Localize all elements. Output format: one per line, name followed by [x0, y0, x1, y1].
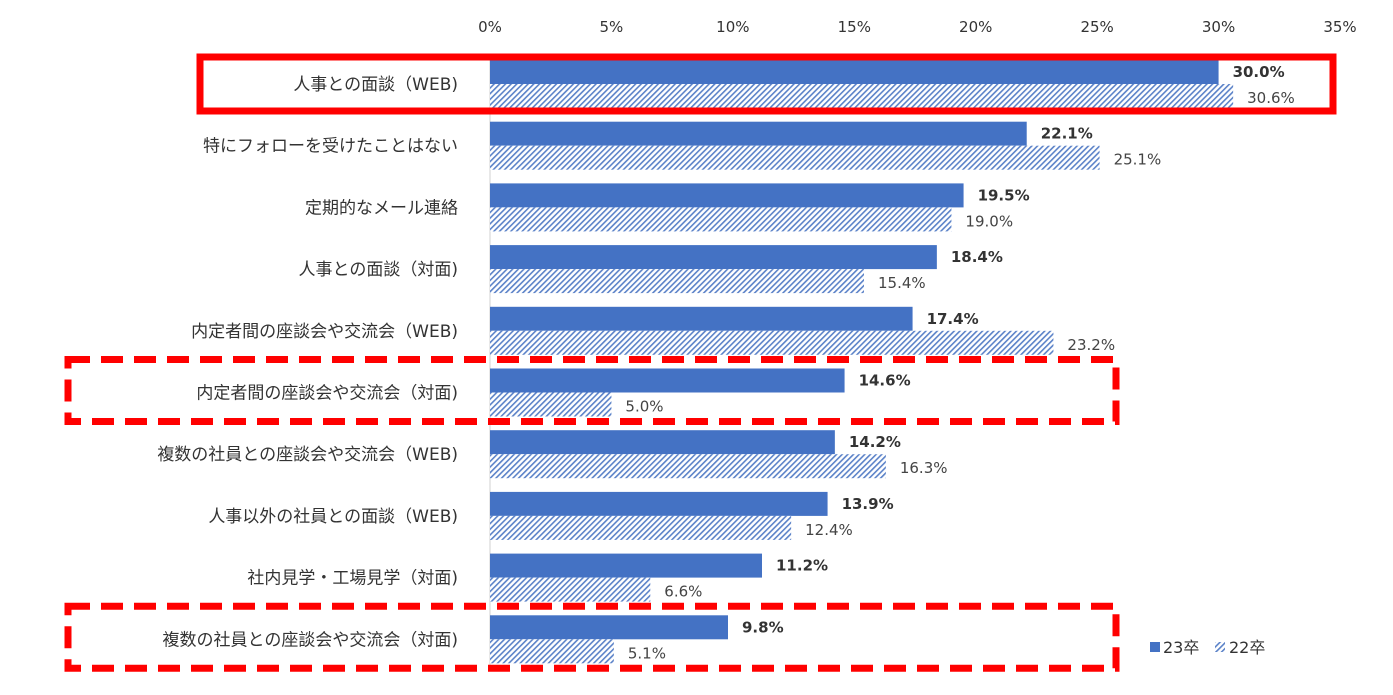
legend-label-23: 23卒 — [1163, 638, 1199, 657]
data-label-22: 23.2% — [1067, 336, 1115, 354]
category-label: 内定者間の座談会や交流会（対面) — [196, 384, 458, 404]
bar-22 — [490, 207, 952, 232]
x-tick-label: 15% — [838, 18, 871, 36]
highlight-box — [64, 602, 1120, 672]
data-label-22: 19.0% — [965, 212, 1013, 230]
category-label: 特にフォローを受けたことはない — [203, 137, 458, 157]
bar-23 — [490, 491, 828, 516]
bar-22 — [490, 330, 1054, 355]
bar-22 — [490, 145, 1100, 170]
category-label: 複数の社員との座談会や交流会（WEB) — [157, 445, 458, 465]
category-label: 内定者間の座談会や交流会（WEB) — [191, 322, 458, 342]
data-label-22: 5.0% — [625, 398, 663, 416]
legend-swatch-23 — [1150, 642, 1160, 652]
category-label: 社内見学・工場見学（対面) — [247, 569, 458, 589]
data-label-22: 6.6% — [664, 583, 702, 601]
data-label-22: 15.4% — [878, 274, 926, 292]
bar-22 — [490, 577, 651, 602]
bar-22 — [490, 392, 612, 417]
bar-22 — [490, 515, 792, 540]
category-label: 複数の社員との座談会や交流会（対面) — [163, 630, 458, 650]
data-label-23: 9.8% — [742, 618, 784, 636]
highlight-box — [196, 53, 1337, 115]
data-label-23: 18.4% — [951, 248, 1003, 266]
highlight-box — [64, 356, 1120, 425]
bar-23 — [490, 121, 1027, 146]
data-label-23: 17.4% — [927, 310, 979, 328]
data-label-23: 11.2% — [776, 557, 828, 575]
data-label-22: 16.3% — [900, 459, 948, 477]
data-label-23: 14.2% — [849, 433, 901, 451]
category-label: 人事との面談（WEB) — [293, 75, 458, 95]
legend-label-22: 22卒 — [1229, 638, 1265, 657]
data-label-22: 30.6% — [1247, 89, 1295, 107]
data-label-22: 25.1% — [1114, 151, 1162, 169]
bar-23 — [490, 430, 835, 455]
category-label: 定期的なメール連絡 — [305, 198, 458, 218]
x-tick-label: 25% — [1080, 18, 1113, 36]
bar-22 — [490, 84, 1234, 108]
bar-23 — [490, 306, 913, 331]
data-label-23: 30.0% — [1233, 63, 1285, 81]
x-tick-label: 10% — [716, 18, 749, 36]
bar-22 — [490, 454, 886, 479]
x-tick-label: 5% — [600, 18, 624, 36]
category-label: 人事との面談（対面) — [299, 260, 458, 280]
bar-22 — [490, 269, 864, 294]
category-label: 人事以外の社員との面談（WEB) — [208, 507, 458, 527]
bar-22 — [490, 639, 614, 664]
bar-23 — [490, 615, 728, 640]
x-tick-label: 20% — [959, 18, 992, 36]
bar-23 — [490, 183, 964, 208]
bar-23 — [490, 60, 1219, 84]
data-label-22: 5.1% — [628, 644, 666, 662]
data-label-22: 12.4% — [805, 521, 853, 539]
legend-swatch-22 — [1215, 642, 1225, 652]
bar-23 — [490, 245, 937, 270]
data-label-23: 13.9% — [842, 495, 894, 513]
x-tick-label: 30% — [1202, 18, 1235, 36]
data-label-23: 22.1% — [1041, 125, 1093, 143]
bar-23 — [490, 368, 845, 393]
x-tick-label: 35% — [1323, 18, 1356, 36]
x-tick-label: 0% — [478, 18, 502, 36]
data-label-23: 19.5% — [978, 186, 1030, 204]
bar-23 — [490, 553, 762, 578]
data-label-23: 14.6% — [859, 372, 911, 390]
